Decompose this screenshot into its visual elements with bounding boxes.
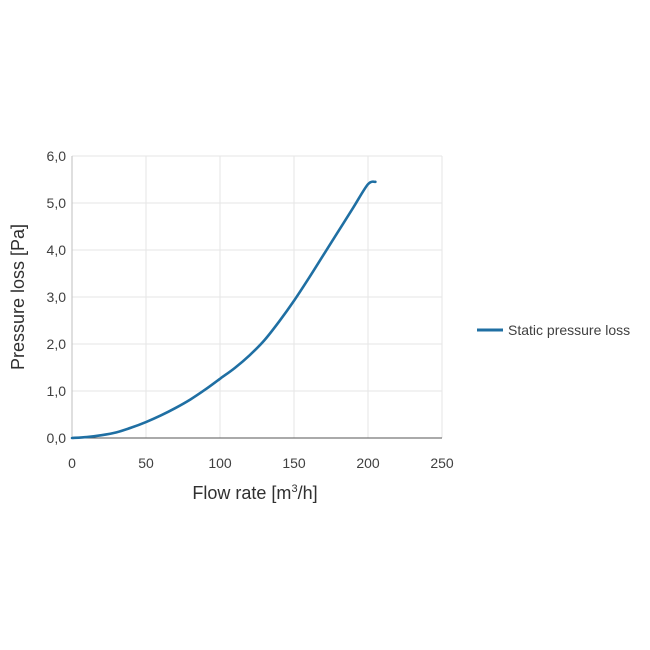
y-tick-label: 6,0	[47, 148, 67, 164]
grid	[72, 155, 443, 438]
x-tick-label: 200	[356, 455, 380, 471]
series-line-static-pressure-loss	[70, 180, 377, 440]
y-tick-label: 2,0	[47, 336, 67, 352]
x-tick-label: 150	[282, 455, 306, 471]
x-tick-label: 100	[208, 455, 232, 471]
legend-label: Static pressure loss	[508, 322, 630, 338]
x-tick-label: 0	[68, 455, 76, 471]
tick-labels: 0 50 100 150 200 250 0,0 1,0 2,0 3,0 4,0 5,0 6,0	[47, 148, 454, 471]
x-tick-label: 250	[430, 455, 454, 471]
y-tick-label: 4,0	[47, 242, 67, 258]
x-axis-title: Flow rate [m3/h]	[192, 483, 317, 503]
x-tick-label: 50	[138, 455, 154, 471]
y-tick-label: 3,0	[47, 289, 67, 305]
y-tick-label: 1,0	[47, 383, 67, 399]
series	[70, 180, 377, 440]
y-axis-title: Pressure loss [Pa]	[8, 224, 28, 370]
axes	[71, 156, 442, 439]
y-tick-label: 0,0	[47, 430, 67, 446]
y-tick-label: 5,0	[47, 195, 67, 211]
legend: Static pressure loss	[477, 322, 630, 338]
